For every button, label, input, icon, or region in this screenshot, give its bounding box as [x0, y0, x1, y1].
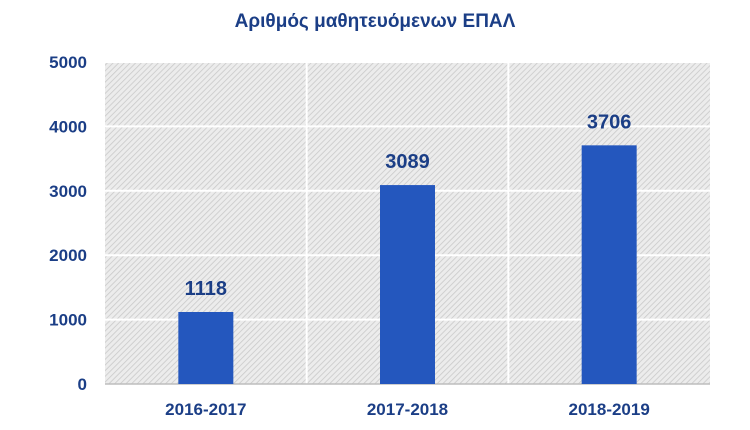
data-label: 1118 [185, 278, 227, 300]
data-label: 3089 [385, 151, 430, 173]
plot-area: 0 1000 2000 3000 4000 5000 1118 2016-2017 3089 20… [49, 53, 710, 419]
y-tick-label: 1000 [49, 311, 87, 330]
x-tick-label: 2017-2018 [367, 400, 448, 419]
data-label: 3706 [587, 111, 632, 133]
y-tick-label: 5000 [49, 53, 87, 72]
y-tick-label: 0 [78, 375, 87, 394]
y-tick-label: 2000 [49, 246, 87, 265]
x-tick-label: 2018-2019 [569, 400, 650, 419]
chart-title: Αριθμός μαθητευόμενων ΕΠΑΛ [235, 11, 516, 32]
bar [178, 312, 234, 384]
bar [380, 185, 435, 384]
bar [581, 145, 637, 384]
x-tick-label: 2016-2017 [165, 400, 246, 419]
y-tick-label: 3000 [49, 182, 87, 201]
y-tick-label: 4000 [49, 117, 87, 136]
